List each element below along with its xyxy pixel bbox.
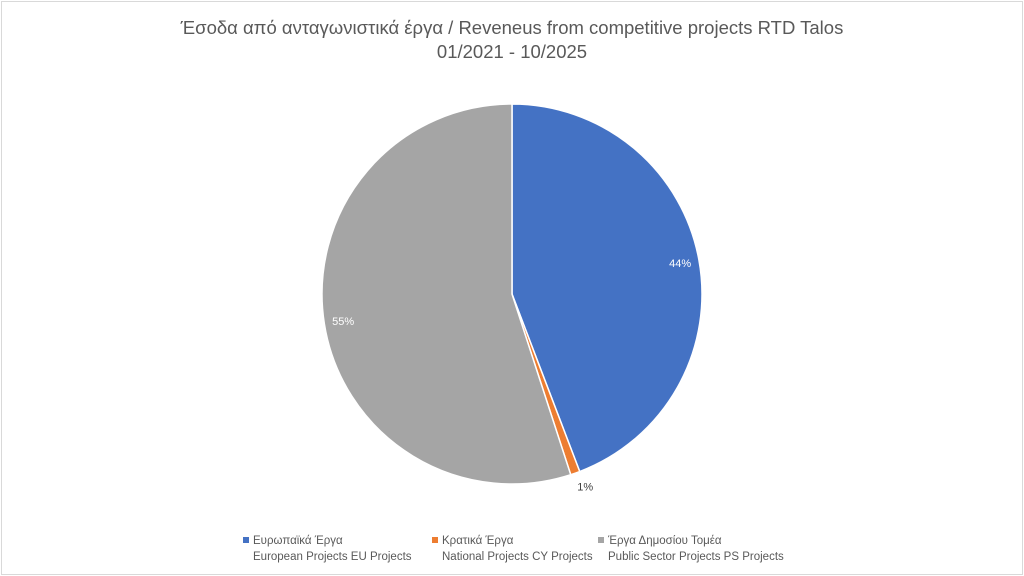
legend-label: Ευρωπαϊκά Έργα (253, 535, 343, 547)
legend-swatch-cy (432, 537, 438, 543)
legend-swatch-ps (598, 537, 604, 543)
data-label-ps: 55% (332, 316, 354, 328)
chart-subtitle: 01/2021 - 10/2025 (436, 41, 588, 62)
legend-item-ps: Έργα Δημοσίου Τομέα Public Sector Projec… (598, 533, 784, 565)
chart-title-main: Έσοδα από ανταγωνιστικά έργα / Reveneus … (180, 17, 844, 38)
chart-title: Έσοδα από ανταγωνιστικά έργα / Reveneus … (0, 16, 1024, 64)
legend-label: European Projects EU Projects (253, 551, 412, 563)
data-label-cy: 1% (577, 481, 593, 493)
slice-ps (321, 103, 572, 485)
legend-label: Public Sector Projects PS Projects (608, 551, 784, 563)
legend-label: Κρατικά Έργα (442, 535, 514, 547)
legend-swatch-eu (243, 537, 249, 543)
legend-item-cy: Κρατικά Έργα National Projects CY Projec… (432, 533, 593, 565)
legend-label: National Projects CY Projects (442, 551, 593, 563)
legend-item-eu: Ευρωπαϊκά Έργα European Projects EU Proj… (243, 533, 412, 565)
legend-label: Έργα Δημοσίου Τομέα (608, 535, 722, 547)
data-label-eu: 44% (669, 258, 691, 270)
slice-eu (511, 103, 703, 473)
